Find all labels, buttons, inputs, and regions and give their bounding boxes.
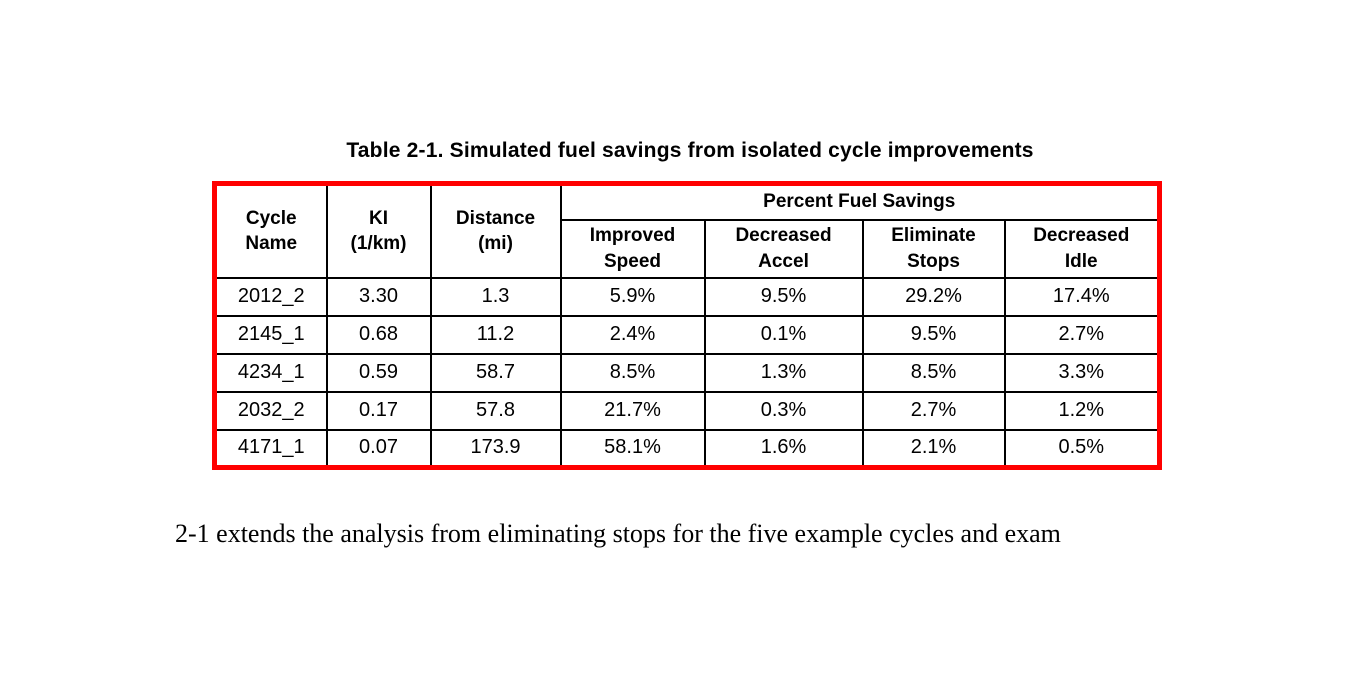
cell-distance: 57.8	[429, 390, 562, 431]
sub-header-row: Improved Speed Decreased Accel Eliminate…	[215, 218, 1161, 279]
cell-eliminate-stops: 29.2%	[861, 276, 1006, 317]
header-distance: Distance (mi)	[429, 182, 562, 279]
cell-improved-speed: 2.4%	[559, 314, 706, 355]
cell-improved-speed: 58.1%	[559, 428, 706, 469]
subheader-improved-speed: Improved Speed	[559, 218, 706, 279]
cell-decreased-accel: 1.3%	[703, 352, 864, 393]
cell-decreased-idle: 1.2%	[1003, 390, 1161, 431]
header-cycle-name: Cycle Name	[213, 182, 328, 279]
header-percent-fuel-savings: Percent Fuel Savings	[559, 182, 1161, 221]
table-row: 4171_1 0.07 173.9 58.1% 1.6% 2.1% 0.5%	[213, 428, 1161, 469]
cell-distance: 173.9	[429, 428, 562, 469]
cell-ki: 0.68	[325, 314, 432, 355]
table-row: 2012_2 3.30 1.3 5.9% 9.5% 29.2% 17.4%	[213, 276, 1161, 317]
body-text: 2-1 extends the analysis from eliminatin…	[175, 519, 1061, 548]
cell-cycle-name: 4234_1	[213, 352, 328, 393]
subheader-eliminate-stops: Eliminate Stops	[861, 218, 1006, 279]
cell-cycle-name: 2032_2	[213, 390, 328, 431]
fuel-savings-table: Cycle Name KI (1/km) Distance (mi) Perce…	[212, 181, 1162, 470]
table-row: 2032_2 0.17 57.8 21.7% 0.3% 2.7% 1.2%	[213, 390, 1161, 431]
cell-improved-speed: 5.9%	[559, 276, 706, 317]
cell-eliminate-stops: 2.7%	[861, 390, 1006, 431]
table-row: 2145_1 0.68 11.2 2.4% 0.1% 9.5% 2.7%	[213, 314, 1161, 355]
cell-decreased-idle: 2.7%	[1003, 314, 1161, 355]
cell-decreased-accel: 0.3%	[703, 390, 864, 431]
cell-cycle-name: 4171_1	[213, 428, 328, 469]
table-body: 2012_2 3.30 1.3 5.9% 9.5% 29.2% 17.4% 21…	[213, 276, 1161, 469]
cell-decreased-idle: 3.3%	[1003, 352, 1161, 393]
cell-decreased-idle: 17.4%	[1003, 276, 1161, 317]
cell-ki: 0.59	[325, 352, 432, 393]
header-ki: KI (1/km)	[325, 182, 432, 279]
table-caption: Table 2-1. Simulated fuel savings from i…	[346, 139, 1034, 162]
cell-distance: 58.7	[429, 352, 562, 393]
cell-ki: 0.07	[325, 428, 432, 469]
cell-eliminate-stops: 8.5%	[861, 352, 1006, 393]
table-row: 4234_1 0.59 58.7 8.5% 1.3% 8.5% 3.3%	[213, 352, 1161, 393]
cell-decreased-accel: 1.6%	[703, 428, 864, 469]
cell-improved-speed: 21.7%	[559, 390, 706, 431]
subheader-decreased-idle: Decreased Idle	[1003, 218, 1161, 279]
subheader-decreased-accel: Decreased Accel	[703, 218, 864, 279]
cell-eliminate-stops: 9.5%	[861, 314, 1006, 355]
cell-decreased-accel: 9.5%	[703, 276, 864, 317]
group-header-row: Cycle Name KI (1/km) Distance (mi) Perce…	[213, 182, 1161, 279]
cell-decreased-idle: 0.5%	[1003, 428, 1161, 469]
cell-ki: 0.17	[325, 390, 432, 431]
cell-decreased-accel: 0.1%	[703, 314, 864, 355]
cell-cycle-name: 2145_1	[213, 314, 328, 355]
cell-distance: 11.2	[429, 314, 562, 355]
table-header: Cycle Name KI (1/km) Distance (mi) Perce…	[213, 182, 1161, 279]
cell-distance: 1.3	[429, 276, 562, 317]
cell-ki: 3.30	[325, 276, 432, 317]
cell-eliminate-stops: 2.1%	[861, 428, 1006, 469]
cell-improved-speed: 8.5%	[559, 352, 706, 393]
cell-cycle-name: 2012_2	[213, 276, 328, 317]
